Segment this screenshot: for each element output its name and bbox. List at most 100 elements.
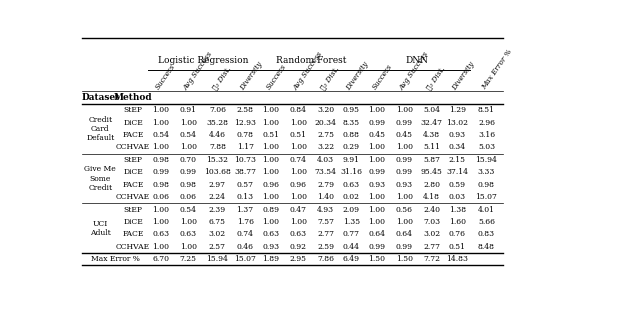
Text: 1.89: 1.89 [262, 255, 280, 263]
Text: DiCE: DiCE [123, 119, 143, 127]
Text: 0.84: 0.84 [290, 106, 307, 114]
Text: 1.00: 1.00 [180, 218, 196, 226]
Text: 15.32: 15.32 [206, 156, 228, 164]
Text: 1.00: 1.00 [369, 218, 386, 226]
Text: 0.63: 0.63 [290, 230, 307, 238]
Text: 3.16: 3.16 [478, 131, 495, 139]
Text: 0.13: 0.13 [237, 193, 253, 201]
Text: 0.63: 0.63 [262, 230, 280, 238]
Text: 0.45: 0.45 [369, 131, 386, 139]
Text: 1.00: 1.00 [290, 168, 307, 176]
Text: 5.66: 5.66 [478, 218, 495, 226]
Text: 0.83: 0.83 [478, 230, 495, 238]
Text: 0.93: 0.93 [449, 131, 466, 139]
Text: 0.54: 0.54 [180, 206, 196, 214]
Text: 3.02: 3.02 [423, 230, 440, 238]
Text: 0.99: 0.99 [369, 243, 386, 251]
Text: 1.00: 1.00 [290, 193, 307, 201]
Text: 15.94: 15.94 [207, 255, 228, 263]
Text: 2.77: 2.77 [423, 243, 440, 251]
Text: 2.75: 2.75 [317, 131, 334, 139]
Text: 0.93: 0.93 [262, 243, 280, 251]
Text: 1.00: 1.00 [396, 193, 413, 201]
Text: 0.29: 0.29 [343, 144, 360, 152]
Text: 5.11: 5.11 [423, 144, 440, 152]
Text: 0.98: 0.98 [152, 156, 170, 164]
Text: 5.87: 5.87 [423, 156, 440, 164]
Text: 7.88: 7.88 [209, 144, 226, 152]
Text: 2.77: 2.77 [317, 230, 334, 238]
Text: 0.63: 0.63 [180, 230, 196, 238]
Text: ℓ₂ Dist.: ℓ₂ Dist. [211, 65, 233, 91]
Text: 0.63: 0.63 [343, 181, 360, 189]
Text: 0.99: 0.99 [369, 168, 386, 176]
Text: 3.20: 3.20 [317, 106, 334, 114]
Text: 1.17: 1.17 [237, 144, 253, 152]
Text: 4.38: 4.38 [423, 131, 440, 139]
Text: 0.46: 0.46 [237, 243, 253, 251]
Text: DNN: DNN [406, 56, 429, 65]
Text: 2.09: 2.09 [343, 206, 360, 214]
Text: 2.80: 2.80 [423, 181, 440, 189]
Text: Success: Success [154, 63, 178, 91]
Text: 1.00: 1.00 [290, 218, 307, 226]
Text: 0.99: 0.99 [369, 119, 386, 127]
Text: 1.00: 1.00 [262, 156, 280, 164]
Text: 8.48: 8.48 [478, 243, 495, 251]
Text: 1.50: 1.50 [369, 255, 386, 263]
Text: 1.35: 1.35 [343, 218, 360, 226]
Text: 2.24: 2.24 [209, 193, 226, 201]
Text: 0.99: 0.99 [180, 168, 196, 176]
Text: 3.22: 3.22 [317, 144, 334, 152]
Text: 1.00: 1.00 [290, 119, 307, 127]
Text: 1.00: 1.00 [262, 218, 280, 226]
Text: 1.00: 1.00 [180, 119, 196, 127]
Text: 4.93: 4.93 [317, 206, 334, 214]
Text: 0.93: 0.93 [396, 181, 413, 189]
Text: 6.70: 6.70 [152, 255, 170, 263]
Text: 73.54: 73.54 [314, 168, 337, 176]
Text: UCI
Adult: UCI Adult [90, 219, 111, 237]
Text: 1.00: 1.00 [262, 144, 280, 152]
Text: 6.75: 6.75 [209, 218, 226, 226]
Text: 0.93: 0.93 [369, 181, 386, 189]
Text: 0.74: 0.74 [237, 230, 253, 238]
Text: Max Error %: Max Error % [480, 48, 514, 91]
Text: 0.98: 0.98 [180, 181, 196, 189]
Text: 15.94: 15.94 [476, 156, 497, 164]
Text: 0.51: 0.51 [290, 131, 307, 139]
Text: 1.50: 1.50 [396, 255, 413, 263]
Text: 0.54: 0.54 [180, 131, 196, 139]
Text: 0.44: 0.44 [343, 243, 360, 251]
Text: 1.00: 1.00 [152, 218, 170, 226]
Text: 4.01: 4.01 [478, 206, 495, 214]
Text: 0.63: 0.63 [152, 230, 170, 238]
Text: 0.74: 0.74 [290, 156, 307, 164]
Text: 1.60: 1.60 [449, 218, 466, 226]
Text: 1.00: 1.00 [369, 156, 386, 164]
Text: 3.02: 3.02 [209, 230, 226, 238]
Text: CCHVAE: CCHVAE [116, 243, 150, 251]
Text: 31.16: 31.16 [340, 168, 362, 176]
Text: 35.28: 35.28 [206, 119, 228, 127]
Text: 0.47: 0.47 [290, 206, 307, 214]
Text: 1.00: 1.00 [369, 144, 386, 152]
Text: 2.57: 2.57 [209, 243, 226, 251]
Text: 2.79: 2.79 [317, 181, 334, 189]
Text: Logistic Regression: Logistic Regression [157, 56, 248, 65]
Text: 10.73: 10.73 [234, 156, 256, 164]
Text: 1.00: 1.00 [396, 218, 413, 226]
Text: 1.00: 1.00 [369, 106, 386, 114]
Text: Diversity: Diversity [239, 60, 264, 91]
Text: 20.34: 20.34 [314, 119, 337, 127]
Text: 2.59: 2.59 [317, 243, 334, 251]
Text: 1.00: 1.00 [262, 168, 280, 176]
Text: ℓ₂ Dist.: ℓ₂ Dist. [319, 65, 340, 91]
Text: 0.34: 0.34 [449, 144, 466, 152]
Text: 4.03: 4.03 [317, 156, 334, 164]
Text: 1.37: 1.37 [237, 206, 253, 214]
Text: Give Me
Some
Credit: Give Me Some Credit [84, 165, 116, 192]
Text: Success: Success [264, 63, 288, 91]
Text: Avg Success: Avg Success [398, 50, 431, 91]
Text: 0.77: 0.77 [343, 230, 360, 238]
